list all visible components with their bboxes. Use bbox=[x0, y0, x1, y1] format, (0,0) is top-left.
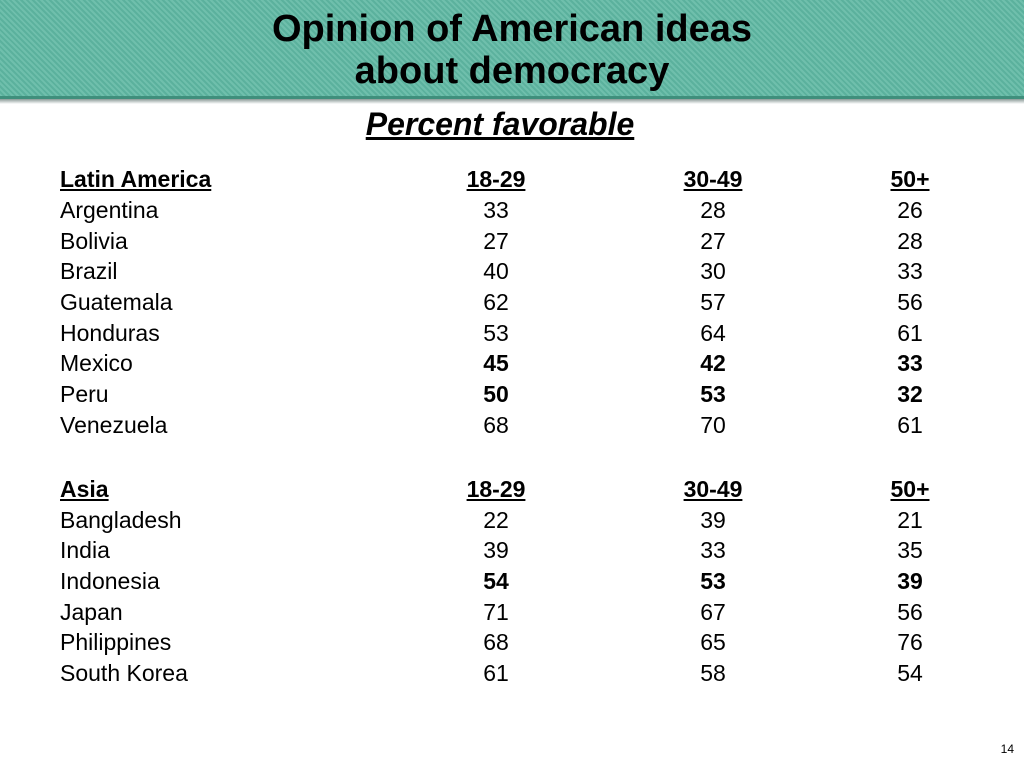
value-30-49: 57 bbox=[700, 289, 726, 315]
value-30-49: 53 bbox=[700, 381, 726, 407]
value-50-plus: 61 bbox=[897, 412, 923, 438]
slide-title: Opinion of American ideas about democrac… bbox=[0, 8, 1024, 92]
column-header-18-29: 18-29 bbox=[466, 166, 526, 192]
country-name: South Korea bbox=[60, 660, 188, 686]
slide-title-line-1: Opinion of American ideas bbox=[271, 8, 752, 50]
table-row: Japan 71 67 56 bbox=[60, 597, 960, 628]
value-18-29: 39 bbox=[483, 537, 509, 563]
country-name: Indonesia bbox=[60, 568, 160, 594]
value-50-plus: 21 bbox=[897, 507, 923, 533]
table-row: Venezuela 68 70 61 bbox=[60, 410, 960, 441]
value-18-29: 27 bbox=[483, 228, 509, 254]
value-30-49: 53 bbox=[700, 568, 726, 594]
column-header-30-49: 30-49 bbox=[683, 166, 743, 192]
country-name: Philippines bbox=[60, 629, 172, 655]
slide-title-line-2: about democracy bbox=[354, 50, 670, 92]
value-50-plus: 35 bbox=[897, 537, 923, 563]
country-name: Bolivia bbox=[60, 228, 128, 254]
value-50-plus: 33 bbox=[897, 258, 923, 284]
section-header-asia: Asia 18-29 30-49 50+ bbox=[60, 474, 960, 505]
value-30-49: 70 bbox=[700, 412, 726, 438]
value-30-49: 42 bbox=[700, 350, 726, 376]
table-row: India 39 33 35 bbox=[60, 535, 960, 566]
value-50-plus: 76 bbox=[897, 629, 923, 655]
value-18-29: 62 bbox=[483, 289, 509, 315]
value-50-plus: 32 bbox=[897, 381, 923, 407]
table-row: Philippines 68 65 76 bbox=[60, 627, 960, 658]
value-30-49: 39 bbox=[700, 507, 726, 533]
value-50-plus: 39 bbox=[897, 568, 923, 594]
table-row: South Korea 61 58 54 bbox=[60, 658, 960, 689]
table-row: Guatemala 62 57 56 bbox=[60, 287, 960, 318]
country-name: Guatemala bbox=[60, 289, 173, 315]
value-18-29: 53 bbox=[483, 320, 509, 346]
value-18-29: 22 bbox=[483, 507, 509, 533]
value-18-29: 54 bbox=[483, 568, 509, 594]
country-name: Venezuela bbox=[60, 412, 168, 438]
country-name: Japan bbox=[60, 599, 123, 625]
column-header-50-plus: 50+ bbox=[890, 166, 930, 192]
value-50-plus: 28 bbox=[897, 228, 923, 254]
section-label: Asia bbox=[60, 476, 109, 502]
value-30-49: 33 bbox=[700, 537, 726, 563]
country-name: Honduras bbox=[60, 320, 160, 346]
column-header-30-49: 30-49 bbox=[683, 476, 743, 502]
value-30-49: 27 bbox=[700, 228, 726, 254]
value-50-plus: 56 bbox=[897, 599, 923, 625]
table-row: Bolivia 27 27 28 bbox=[60, 226, 960, 257]
column-header-18-29: 18-29 bbox=[466, 476, 526, 502]
page-number: 14 bbox=[1000, 742, 1014, 756]
slide-subtitle: Percent favorable bbox=[365, 106, 635, 142]
country-name: Peru bbox=[60, 381, 109, 407]
value-18-29: 68 bbox=[483, 629, 509, 655]
section-label: Latin America bbox=[60, 166, 212, 192]
country-name: Bangladesh bbox=[60, 507, 182, 533]
table-row: Indonesia 54 53 39 bbox=[60, 566, 960, 597]
country-name: Mexico bbox=[60, 350, 133, 376]
country-name: Brazil bbox=[60, 258, 118, 284]
value-18-29: 61 bbox=[483, 660, 509, 686]
table-row: Bangladesh 22 39 21 bbox=[60, 505, 960, 536]
value-30-49: 28 bbox=[700, 197, 726, 223]
section-header-latin-america: Latin America 18-29 30-49 50+ bbox=[60, 164, 960, 195]
column-header-50-plus: 50+ bbox=[890, 476, 930, 502]
value-18-29: 40 bbox=[483, 258, 509, 284]
value-50-plus: 26 bbox=[897, 197, 923, 223]
value-18-29: 50 bbox=[483, 381, 509, 407]
value-30-49: 58 bbox=[700, 660, 726, 686]
country-name: India bbox=[60, 537, 110, 563]
value-18-29: 45 bbox=[483, 350, 509, 376]
table-row: Honduras 53 64 61 bbox=[60, 318, 960, 349]
value-30-49: 67 bbox=[700, 599, 726, 625]
title-band bbox=[0, 0, 1024, 99]
country-name: Argentina bbox=[60, 197, 159, 223]
value-30-49: 30 bbox=[700, 258, 726, 284]
value-18-29: 33 bbox=[483, 197, 509, 223]
table-row: Argentina 33 28 26 bbox=[60, 195, 960, 226]
table-row: Mexico 45 42 33 bbox=[60, 348, 960, 379]
value-18-29: 71 bbox=[483, 599, 509, 625]
value-50-plus: 56 bbox=[897, 289, 923, 315]
value-50-plus: 33 bbox=[897, 350, 923, 376]
value-30-49: 64 bbox=[700, 320, 726, 346]
table-row: Brazil 40 30 33 bbox=[60, 256, 960, 287]
table-row: Peru 50 53 32 bbox=[60, 379, 960, 410]
value-50-plus: 54 bbox=[897, 660, 923, 686]
value-30-49: 65 bbox=[700, 629, 726, 655]
value-18-29: 68 bbox=[483, 412, 509, 438]
value-50-plus: 61 bbox=[897, 320, 923, 346]
title-band-shadow bbox=[0, 99, 1024, 104]
